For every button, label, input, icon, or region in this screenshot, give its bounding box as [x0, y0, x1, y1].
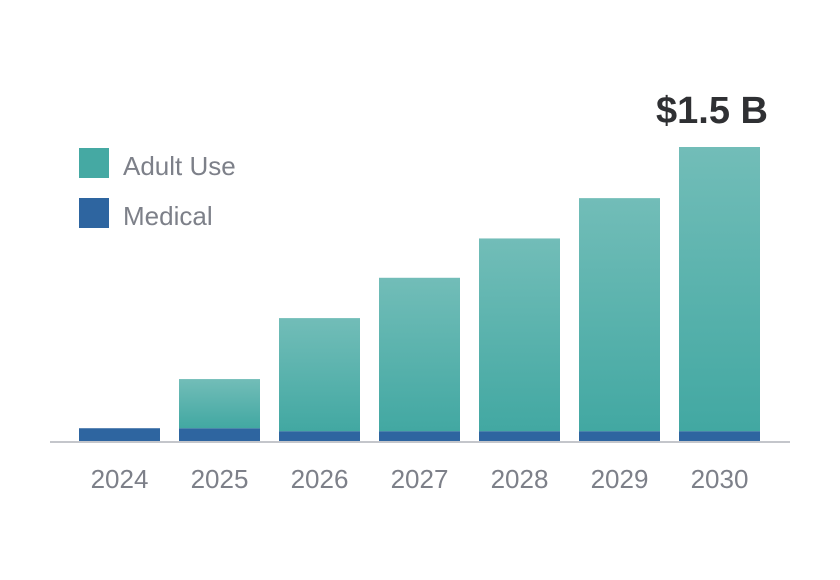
bar-medical-2029 — [579, 431, 660, 442]
legend-swatch-adult-use — [79, 148, 109, 178]
bar-adult-use-2028 — [479, 238, 560, 432]
bar-medical-2030 — [679, 431, 760, 442]
total-value-label: $1.5 B — [656, 90, 768, 132]
bar-medical-2025 — [179, 428, 260, 442]
bar-adult-use-2030 — [679, 147, 760, 432]
x-tick-label-2029: 2029 — [591, 464, 649, 494]
x-tick-label-2027: 2027 — [391, 464, 449, 494]
bar-medical-2026 — [279, 431, 360, 442]
bar-medical-2028 — [479, 431, 560, 442]
x-tick-label-2024: 2024 — [91, 464, 149, 494]
bar-medical-2027 — [379, 431, 460, 442]
x-tick-label-2028: 2028 — [491, 464, 549, 494]
x-tick-label-2030: 2030 — [691, 464, 749, 494]
bar-adult-use-2027 — [379, 277, 460, 432]
bar-adult-use-2026 — [279, 318, 360, 432]
legend-label-adult-use: Adult Use — [123, 151, 236, 181]
annotations-group: $1.5 B — [656, 90, 768, 132]
bar-medical-2024 — [79, 428, 160, 442]
bar-adult-use-2029 — [579, 198, 660, 432]
x-tick-label-2025: 2025 — [191, 464, 249, 494]
legend-label-medical: Medical — [123, 201, 213, 231]
legend: Adult Use Medical — [79, 148, 236, 231]
x-tick-label-2026: 2026 — [291, 464, 349, 494]
legend-swatch-medical — [79, 198, 109, 228]
bars-group — [79, 147, 760, 442]
bar-adult-use-2025 — [179, 379, 260, 429]
x-tick-labels: 2024 2025 2026 2027 2028 2029 2030 — [91, 464, 749, 494]
